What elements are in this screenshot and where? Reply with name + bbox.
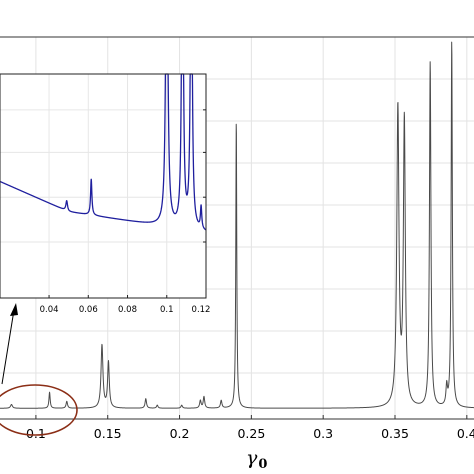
inset-x-tick-label: 0.06	[79, 305, 98, 315]
inset-x-tick-label: 0.08	[118, 305, 137, 315]
main-x-tick-label: 0.15	[94, 426, 122, 441]
main-x-tick-label: 0.35	[381, 426, 409, 441]
inset-background	[0, 73, 207, 299]
main-series-line	[0, 41, 474, 409]
inset-x-tick-label: 0.1	[160, 305, 174, 315]
main-x-tick-label: 0.3	[313, 426, 333, 441]
inset-frame	[0, 73, 207, 299]
inset-series-line	[0, 73, 207, 231]
main-x-tick-label: 0.1	[26, 426, 46, 441]
main-x-ticks: 0.1 0.15 0.2 0.25 0.3 0.35 0.4	[26, 415, 474, 441]
main-x-tick-label: 0.25	[237, 426, 265, 441]
highlight-ellipse	[0, 384, 78, 436]
main-x-tick-label: 0.4	[457, 426, 474, 441]
main-x-tick-label: 0.2	[170, 426, 190, 441]
x-axis-label: γ0	[246, 447, 267, 472]
inset-x-tick-label: 0.04	[40, 305, 59, 315]
x-axis-label-subscript: 0	[258, 457, 267, 472]
inset-x-ticks: 0.04 0.06 0.08 0.1 0.12	[40, 109, 211, 315]
inset-plot: 0.04 0.06 0.08 0.1 0.12	[0, 73, 211, 315]
inset-x-tick-label: 0.12	[192, 305, 211, 315]
annotation-arrow	[1, 303, 18, 385]
